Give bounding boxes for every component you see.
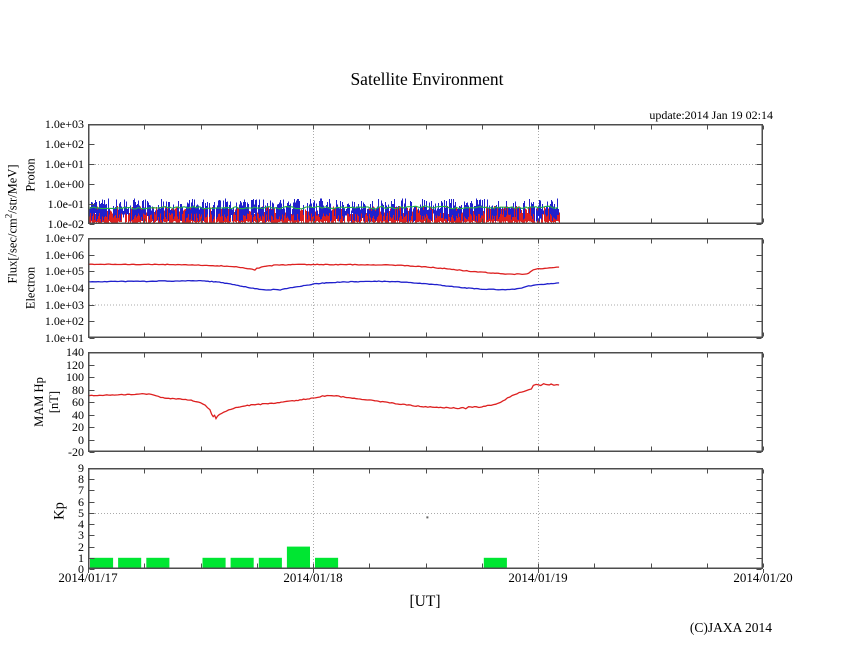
y-tick-label: 3 xyxy=(78,528,84,543)
y-tick-label: 0 xyxy=(78,562,84,576)
proton-axis-label: Proton xyxy=(23,158,38,192)
y-tick-label: 0 xyxy=(78,432,84,447)
y-tick-label: 1 xyxy=(78,550,84,565)
y-tick-label: 1.0e-02 xyxy=(47,217,84,231)
mam-axis-label-line2: [nT] xyxy=(47,390,61,414)
copyright: (C)JAXA 2014 xyxy=(689,620,772,635)
flux-axis-label-text: Flux[/sec/cm xyxy=(5,218,20,284)
y-tick-label: 1.0e-01 xyxy=(47,197,84,211)
y-tick-label: 1.0e+01 xyxy=(44,331,84,345)
y-tick-label: 1.0e+03 xyxy=(44,117,84,131)
mam-hp-chart xyxy=(87,352,764,453)
mam-axis-label: MAM Hp [nT] xyxy=(32,377,62,427)
y-tick-label: 2 xyxy=(78,539,84,554)
y-tick-label: 140 xyxy=(66,345,84,359)
proton-flux-chart xyxy=(87,124,764,225)
y-tick-label: 1.0e+02 xyxy=(44,314,84,329)
kp-index-chart xyxy=(88,468,764,573)
kp-axis-label: Kp xyxy=(51,502,68,520)
y-tick-label: 120 xyxy=(66,357,84,372)
update-timestamp: update:2014 Jan 19 02:14 xyxy=(649,108,773,122)
x-axis-title: [UT] xyxy=(409,593,441,610)
y-tick-label: 8 xyxy=(78,472,84,487)
flux-axis-label-superscript: 2 xyxy=(3,213,14,219)
y-tick-label: -20 xyxy=(68,445,84,459)
page-title: Satellite Environment xyxy=(350,69,504,89)
electron-axis-label: Electron xyxy=(23,266,38,310)
flux-axis-label-text2: /str/MeV] xyxy=(5,164,20,214)
y-tick-label: 7 xyxy=(78,483,84,498)
electron-flux-chart xyxy=(87,238,764,339)
y-tick-label: 9 xyxy=(78,461,84,475)
y-tick-label: 1.0e+02 xyxy=(44,137,84,151)
y-tick-label: 1.0e+06 xyxy=(44,247,84,262)
y-tick-label: 1.0e+07 xyxy=(44,231,84,245)
flux-axis-label: Flux[/sec/cm2/str/MeV] xyxy=(3,164,20,283)
mam-axis-label-line1: MAM Hp xyxy=(32,377,46,427)
